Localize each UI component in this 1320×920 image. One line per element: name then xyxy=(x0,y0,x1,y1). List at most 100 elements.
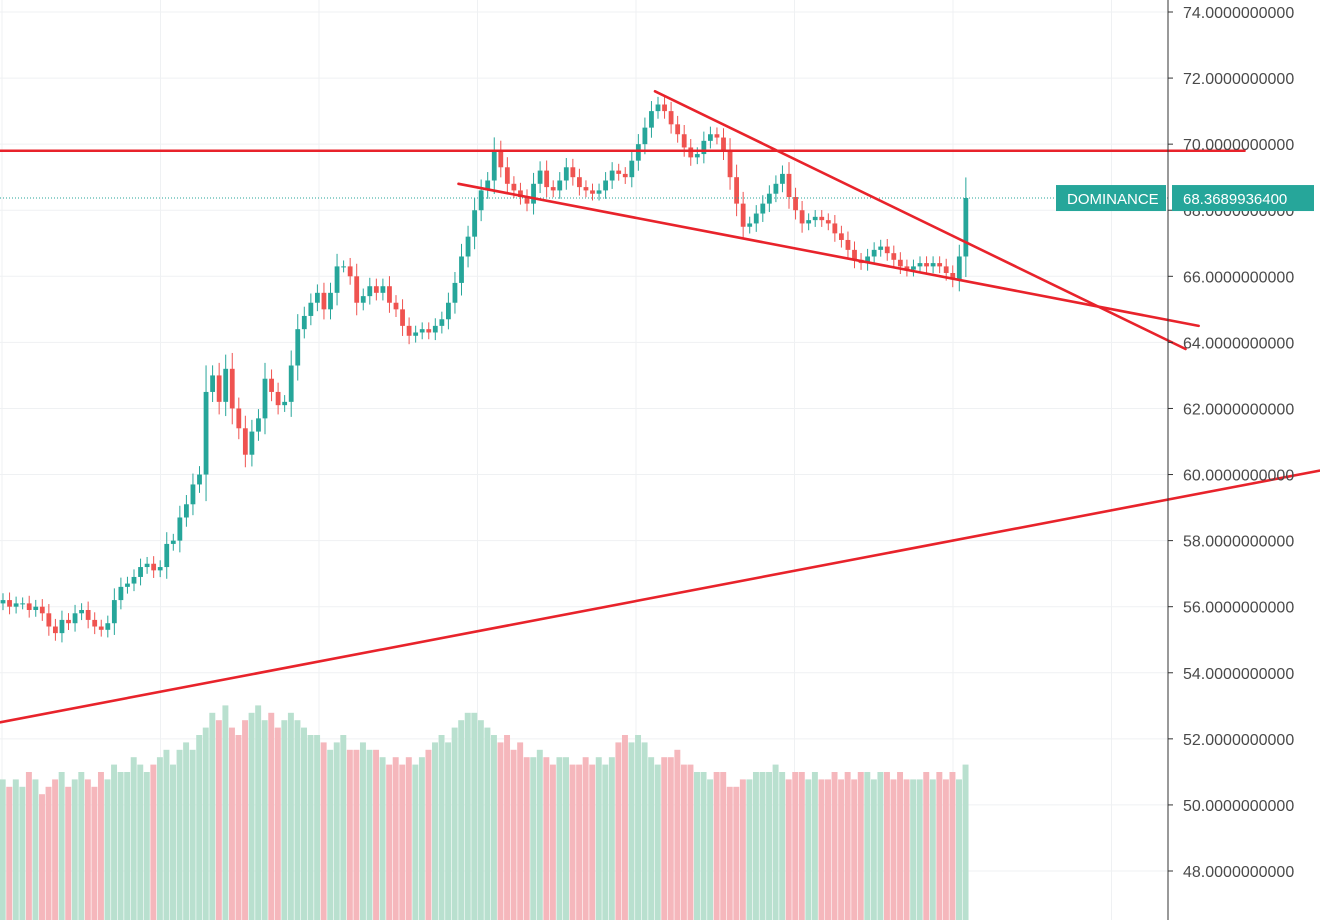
candle-body-121[interactable] xyxy=(793,197,798,211)
candle-body-3[interactable] xyxy=(20,603,26,605)
candle-body-104[interactable] xyxy=(681,134,687,148)
candle-body-49[interactable] xyxy=(321,292,327,310)
candle-body-9[interactable] xyxy=(59,619,65,634)
candle-body-26[interactable] xyxy=(170,540,176,544)
candle-body-38[interactable] xyxy=(249,431,255,455)
candle-body-89[interactable] xyxy=(583,187,589,191)
candle-body-40[interactable] xyxy=(262,378,268,419)
candle-body-41[interactable] xyxy=(269,378,274,392)
candle-body-77[interactable] xyxy=(504,167,510,184)
candle-body-119[interactable] xyxy=(780,173,785,184)
candle-body-71[interactable] xyxy=(465,236,471,257)
candle-body-137[interactable] xyxy=(897,259,903,267)
candle-body-99[interactable] xyxy=(649,111,654,128)
candle-body-88[interactable] xyxy=(577,177,582,188)
candle-body-0[interactable] xyxy=(0,600,6,604)
candle-body-107[interactable] xyxy=(701,140,707,155)
candle-body-117[interactable] xyxy=(766,193,772,204)
candle-body-58[interactable] xyxy=(380,286,386,293)
candle-body-4[interactable] xyxy=(26,603,32,610)
candle-body-25[interactable] xyxy=(164,543,170,568)
candle-body-21[interactable] xyxy=(138,567,143,577)
candle-body-72[interactable] xyxy=(472,210,477,237)
candle-body-32[interactable] xyxy=(210,375,215,392)
candle-body-14[interactable] xyxy=(92,619,98,627)
candle-body-110[interactable] xyxy=(721,137,726,151)
candle-body-97[interactable] xyxy=(635,144,641,161)
candle-body-116[interactable] xyxy=(760,203,766,214)
candle-body-78[interactable] xyxy=(511,183,517,191)
candle-body-42[interactable] xyxy=(275,391,281,406)
trendline-wedge-lower[interactable] xyxy=(457,182,1200,328)
candle-body-82[interactable] xyxy=(537,170,543,184)
candle-body-33[interactable] xyxy=(216,375,222,402)
candle-body-50[interactable] xyxy=(328,292,333,310)
candle-body-35[interactable] xyxy=(229,368,235,409)
candle-body-29[interactable] xyxy=(190,484,196,505)
candle-body-92[interactable] xyxy=(603,180,608,191)
candle-body-136[interactable] xyxy=(891,253,897,260)
candle-body-69[interactable] xyxy=(452,282,458,303)
candle-body-5[interactable] xyxy=(33,606,39,610)
candle-body-138[interactable] xyxy=(904,266,910,270)
candle-body-63[interactable] xyxy=(413,332,419,336)
candle-body-54[interactable] xyxy=(354,276,360,303)
candle-body-70[interactable] xyxy=(459,256,464,283)
candle-body-15[interactable] xyxy=(98,626,104,630)
candle-body-100[interactable] xyxy=(655,104,661,112)
candle-body-130[interactable] xyxy=(852,249,857,260)
trendlines[interactable] xyxy=(0,89,1320,724)
candle-body-17[interactable] xyxy=(111,600,117,624)
candle-body-112[interactable] xyxy=(734,177,739,204)
candle-body-31[interactable] xyxy=(203,391,209,475)
candle-body-142[interactable] xyxy=(930,263,936,267)
candle-body-24[interactable] xyxy=(157,567,163,571)
candle-body-56[interactable] xyxy=(367,286,373,297)
candle-body-43[interactable] xyxy=(282,401,288,406)
candle-body-95[interactable] xyxy=(622,173,628,178)
candles[interactable] xyxy=(0,96,969,643)
candle-body-84[interactable] xyxy=(550,187,556,191)
candle-body-6[interactable] xyxy=(39,606,45,614)
candle-body-57[interactable] xyxy=(373,286,379,293)
candle-body-55[interactable] xyxy=(360,296,366,303)
candle-body-74[interactable] xyxy=(485,180,491,191)
candle-body-111[interactable] xyxy=(727,150,733,178)
candle-body-1[interactable] xyxy=(7,600,12,607)
candle-body-11[interactable] xyxy=(72,613,78,624)
candle-body-67[interactable] xyxy=(439,319,445,326)
candle-body-132[interactable] xyxy=(865,256,870,264)
candle-body-129[interactable] xyxy=(845,239,851,250)
candle-body-61[interactable] xyxy=(400,309,405,326)
candle-body-52[interactable] xyxy=(341,266,346,268)
candle-body-124[interactable] xyxy=(812,216,818,221)
candle-body-125[interactable] xyxy=(819,216,825,221)
candle-body-126[interactable] xyxy=(825,220,831,224)
candle-body-101[interactable] xyxy=(662,104,667,112)
candle-body-68[interactable] xyxy=(446,302,451,320)
candle-body-147[interactable] xyxy=(963,198,969,257)
candle-body-80[interactable] xyxy=(524,197,530,204)
candle-body-23[interactable] xyxy=(151,563,157,571)
candle-body-27[interactable] xyxy=(177,517,183,541)
trendline-wedge-upper[interactable] xyxy=(653,89,1187,351)
candle-body-19[interactable] xyxy=(125,583,130,587)
candle-body-139[interactable] xyxy=(911,266,916,270)
candle-body-18[interactable] xyxy=(118,586,124,601)
candle-body-10[interactable] xyxy=(66,619,71,624)
candle-body-135[interactable] xyxy=(884,246,890,254)
candle-body-37[interactable] xyxy=(242,428,248,455)
candle-body-133[interactable] xyxy=(871,249,877,257)
candle-body-143[interactable] xyxy=(937,263,943,267)
candle-body-109[interactable] xyxy=(714,134,720,138)
candle-body-106[interactable] xyxy=(694,154,700,158)
candle-body-98[interactable] xyxy=(642,127,648,145)
candle-body-13[interactable] xyxy=(85,609,91,620)
candle-body-134[interactable] xyxy=(878,246,884,250)
candle-body-118[interactable] xyxy=(773,183,779,194)
candle-body-140[interactable] xyxy=(917,263,923,267)
candle-body-145[interactable] xyxy=(950,273,956,280)
candle-body-28[interactable] xyxy=(184,504,189,518)
